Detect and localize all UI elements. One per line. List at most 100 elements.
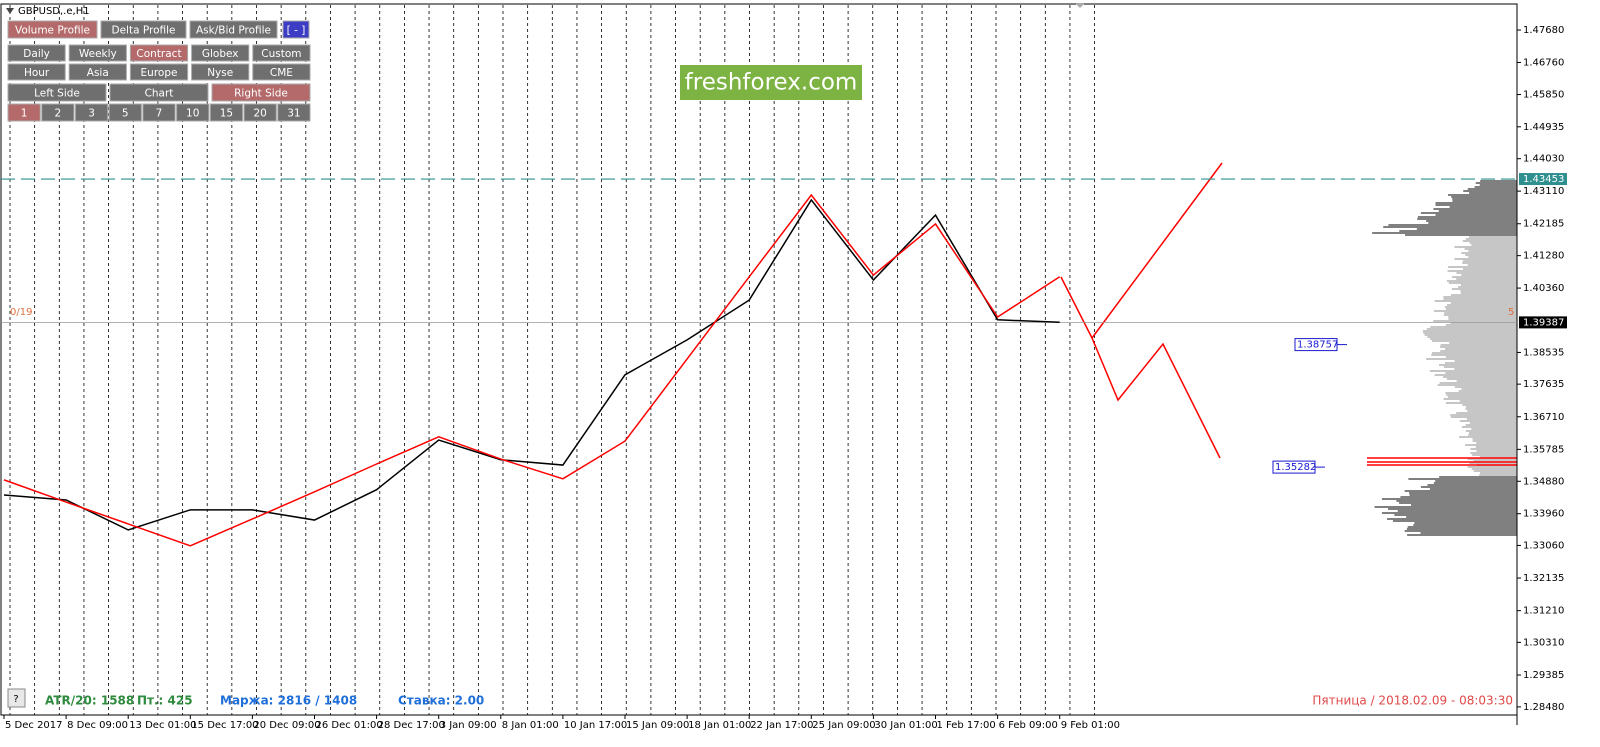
panel-button-label[interactable]: Daily	[23, 48, 50, 60]
panel-button-label[interactable]: 2	[54, 108, 61, 120]
profile-row	[1392, 520, 1517, 522]
y-tick-label: 1.34880	[1523, 476, 1564, 487]
panel-button[interactable]	[209, 103, 244, 122]
panel-button[interactable]	[68, 44, 127, 62]
panel-button-label[interactable]: Custom	[261, 48, 301, 60]
projection-down	[1060, 276, 1221, 459]
panel-button-label[interactable]: 1	[21, 108, 28, 120]
panel-button[interactable]	[68, 63, 127, 81]
panel-button[interactable]	[243, 103, 277, 122]
x-tick-label: 26 Dec 01:00	[316, 720, 383, 731]
panel-button[interactable]	[7, 63, 66, 81]
y-tick-label: 1.36710	[1523, 412, 1564, 423]
profile-row	[1465, 444, 1517, 446]
panel-button[interactable]	[74, 103, 109, 122]
profile-row	[1462, 404, 1517, 406]
profile-row	[1461, 274, 1517, 276]
panel-button[interactable]	[142, 103, 176, 122]
panel-button-label[interactable]: Nyse	[207, 67, 233, 79]
y-tick-label: 1.42185	[1523, 219, 1564, 230]
panel-button-label[interactable]: 10	[186, 108, 199, 120]
y-tick-label: 1.41280	[1523, 251, 1564, 262]
panel-button[interactable]	[41, 103, 75, 122]
panel-button-label[interactable]: Delta Profile	[112, 25, 176, 37]
profile-row	[1460, 292, 1517, 294]
panel-button-label[interactable]: 7	[156, 108, 163, 120]
shift-marker	[1075, 3, 1085, 8]
profile-row	[1468, 236, 1517, 238]
panel-button-label[interactable]: Chart	[145, 88, 174, 100]
profile-row	[1463, 190, 1517, 192]
profile-row	[1452, 276, 1517, 278]
profile-row	[1446, 280, 1517, 282]
profile-row	[1427, 484, 1517, 486]
x-tick-label: 3 Jan 09:00	[440, 720, 497, 731]
profile-row	[1449, 342, 1517, 344]
x-tick-label: 6 Feb 09:00	[999, 720, 1058, 731]
profile-row	[1443, 366, 1517, 368]
profile-row	[1438, 210, 1517, 212]
panel-button-label[interactable]: Asia	[87, 67, 109, 79]
profile-row	[1458, 286, 1517, 288]
help-button[interactable]	[7, 688, 26, 708]
panel-button-label[interactable]: CME	[270, 67, 293, 79]
panel-button-label[interactable]: Right Side	[234, 88, 288, 100]
atr: ATR/20: 1588	[45, 694, 134, 708]
panel-button[interactable]	[100, 20, 187, 39]
profile-row	[1409, 492, 1517, 494]
panel-button-label[interactable]: 5	[122, 108, 129, 120]
panel-button-label[interactable]: Contract	[136, 48, 181, 60]
help-label[interactable]: ?	[13, 694, 18, 705]
panel-button[interactable]	[129, 63, 189, 81]
panel-button-label[interactable]: Weekly	[79, 48, 117, 60]
profile-row	[1407, 526, 1517, 528]
profile-row	[1449, 206, 1517, 208]
panel-button-label[interactable]: Europe	[141, 67, 178, 79]
panel-button[interactable]	[109, 83, 209, 102]
panel-button[interactable]	[191, 63, 250, 81]
panel-button-label[interactable]: Left Side	[34, 88, 80, 100]
panel-button[interactable]	[189, 20, 278, 39]
y-tick-label: 1.33060	[1523, 540, 1564, 551]
panel-button[interactable]	[191, 44, 250, 62]
panel-button-label[interactable]: 15	[220, 108, 233, 120]
panel-button[interactable]	[277, 103, 311, 122]
y-tick-label: 1.40360	[1523, 283, 1564, 294]
panel-button-label[interactable]: [ - ]	[287, 25, 306, 37]
profile-row	[1388, 224, 1517, 226]
panel-button[interactable]	[7, 103, 41, 122]
panel-button-label[interactable]: 31	[287, 108, 300, 120]
panel-button-label[interactable]: Ask/Bid Profile	[196, 25, 271, 37]
panel-button[interactable]	[129, 44, 189, 62]
profile-row	[1432, 352, 1517, 354]
profile-row	[1469, 422, 1517, 424]
x-tick-label: 18 Jan 01:00	[688, 720, 751, 731]
profile-row	[1467, 188, 1517, 190]
panel-button-label[interactable]: 20	[253, 108, 266, 120]
panel-button-label[interactable]: Hour	[24, 67, 50, 79]
panel-button[interactable]	[176, 103, 210, 122]
watermark: freshforex.com	[685, 70, 858, 96]
panel-button[interactable]	[7, 83, 107, 102]
panel-button[interactable]	[7, 44, 66, 62]
panel-button[interactable]	[252, 44, 311, 62]
x-tick-label: 1 Feb 17:00	[937, 720, 996, 731]
profile-row	[1426, 328, 1517, 330]
panel-button-label[interactable]: Globex	[202, 48, 239, 60]
panel-button[interactable]	[282, 20, 310, 39]
left-counter: 0/19	[10, 307, 32, 318]
profile-row	[1426, 358, 1517, 360]
profile-row	[1406, 516, 1517, 518]
profile-row	[1399, 230, 1517, 232]
panel-button[interactable]	[211, 83, 311, 102]
panel-button[interactable]	[108, 103, 142, 122]
profile-row	[1472, 454, 1517, 456]
profile-row	[1388, 508, 1517, 510]
panel-button-label[interactable]: Volume Profile	[15, 25, 90, 37]
panel-button[interactable]	[7, 20, 98, 39]
panel-button[interactable]	[252, 63, 311, 81]
profile-row	[1479, 456, 1517, 458]
panel-button-label[interactable]: 3	[88, 108, 95, 120]
profile-row	[1460, 290, 1517, 292]
